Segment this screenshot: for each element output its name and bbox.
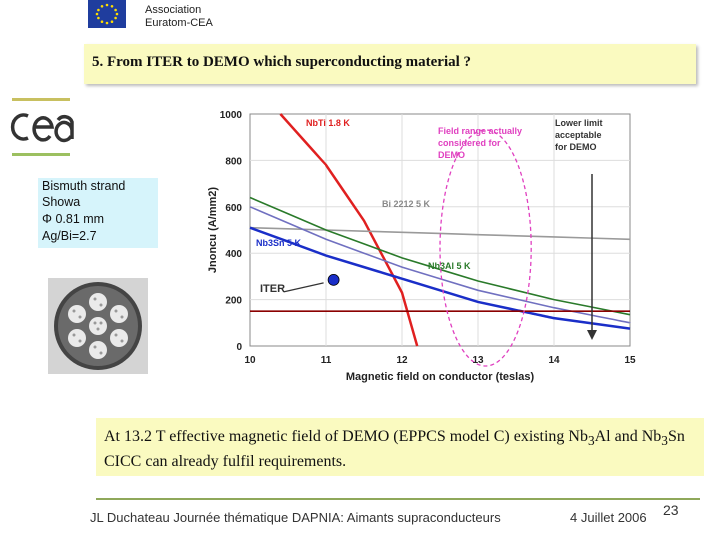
- nbti-label: NbTi 1.8 K: [306, 118, 350, 128]
- caption-part-3: Sn CICC can already fulfil requirements.: [104, 428, 685, 471]
- nb3al-label: Nb3Al 5 K: [428, 261, 471, 271]
- strand-cross-section-photo: [48, 278, 148, 374]
- y-tick-label: 0: [236, 342, 242, 353]
- y-tick-label: 1000: [220, 110, 243, 121]
- conclusion-caption: At 13.2 T effective magnetic field of DE…: [104, 426, 694, 472]
- strand-diameter: Φ 0.81 mm: [42, 212, 105, 226]
- org-line-1: Association: [145, 4, 202, 16]
- caption-subscript-2: 3: [661, 433, 668, 449]
- footer-date: 4 Juillet 2006: [570, 510, 647, 525]
- caption-subscript-1: 3: [587, 433, 595, 449]
- demo-range-label: Field range actually considered for DEMO: [438, 126, 522, 160]
- y-tick-label: 400: [225, 249, 242, 260]
- series-line-1: [249, 226, 631, 241]
- iter-label: ITER: [260, 283, 285, 295]
- y-tick-label: 800: [225, 156, 242, 167]
- caption-part-2: Al and Nb: [594, 428, 662, 445]
- demo-field-range-ellipse: [439, 129, 532, 367]
- strand-maker: Showa: [42, 195, 81, 209]
- x-tick-label: 14: [548, 355, 560, 366]
- bi2212-label: Bi 2212 5 K: [382, 199, 431, 209]
- chart-annotations: NbTi 1.8 K Field range actually considered…: [256, 118, 603, 367]
- slide-title: 5. From ITER to DEMO which superconducti…: [92, 54, 472, 70]
- chart-series: [249, 113, 631, 347]
- critical-current-chart: NbTi 1.8 K Field range actually considered…: [207, 110, 636, 383]
- y-tick-label: 200: [225, 296, 242, 307]
- organization-label: Association Euratom-CEA: [145, 4, 213, 30]
- series-line-2: [249, 196, 631, 316]
- footer-rule: [96, 498, 700, 500]
- nb3sn-label: Nb3Sn 5 K: [256, 238, 302, 248]
- x-tick-label: 12: [396, 355, 408, 366]
- x-tick-label: 13: [472, 355, 484, 366]
- caption-part-1: At 13.2 T effective magnetic field of DE…: [104, 428, 588, 445]
- iter-point: [327, 273, 340, 286]
- series-line-4: [249, 226, 631, 330]
- cea-logo: [10, 98, 74, 156]
- x-axis-label: Magnetic field on conductor (teslas): [346, 371, 535, 383]
- lower-limit-arrowhead: [587, 330, 597, 340]
- lower-limit-label: Lower limit acceptable for DEMO: [555, 118, 603, 152]
- series-line-3: [249, 206, 631, 324]
- x-tick-label: 15: [624, 355, 636, 366]
- eu-flag-logo: [88, 0, 126, 28]
- strand-info-box: Bismuth strand Showa Φ 0.81 mm Ag/Bi=2.7: [38, 178, 158, 248]
- footer-author-event: JL Duchateau Journée thématique DAPNIA: …: [90, 510, 501, 525]
- series-line-0: [279, 113, 419, 347]
- page-number: 23: [663, 502, 679, 518]
- org-line-2: Euratom-CEA: [145, 17, 213, 29]
- title-box: [84, 44, 696, 84]
- x-tick-label: 10: [244, 355, 256, 366]
- x-tick-label: 11: [321, 355, 332, 366]
- strand-name: Bismuth strand: [42, 179, 126, 193]
- strand-ratio: Ag/Bi=2.7: [42, 229, 97, 243]
- y-tick-label: 600: [225, 203, 242, 214]
- y-axis-label: Jnoncu (A/mm2): [207, 187, 219, 274]
- chart-ticks: 0 200 400 600 800 1000 10 11 12 13 14 15: [220, 110, 636, 366]
- caption-box: [96, 418, 704, 476]
- iter-arrow: [283, 282, 324, 293]
